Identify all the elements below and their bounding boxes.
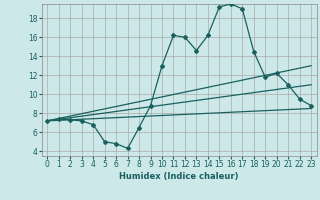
X-axis label: Humidex (Indice chaleur): Humidex (Indice chaleur)	[119, 172, 239, 181]
